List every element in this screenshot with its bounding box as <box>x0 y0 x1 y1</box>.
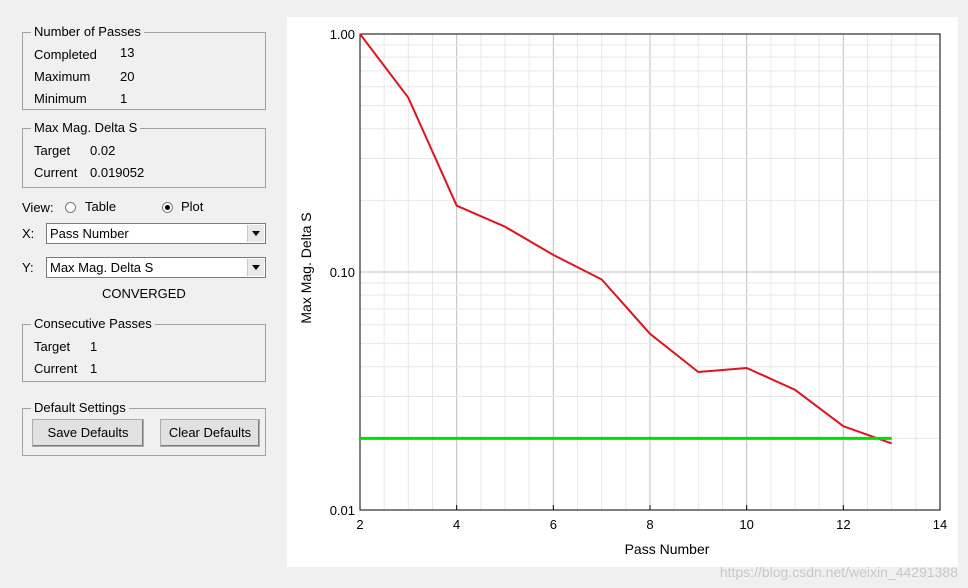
plot-panel: 2 4 6 8 10 12 14 0.01 0.10 1.00 Pass Number Max Mag… <box>287 17 958 567</box>
y-axis-select[interactable]: Max Mag. Delta S <box>46 257 266 278</box>
delta-target-value: 0.02 <box>90 143 116 158</box>
clear-defaults-button[interactable]: Clear Defaults <box>160 419 260 447</box>
x-axis-label: X: <box>22 226 35 241</box>
consecutive-current-label: Current <box>34 361 78 376</box>
x-tick-label: 6 <box>550 517 557 532</box>
view-label: View: <box>22 200 54 215</box>
delta-current-label: Current <box>34 165 78 180</box>
number-of-passes-title: Number of Passes <box>31 25 144 39</box>
consecutive-passes-group: Consecutive Passes Target 1 Current 1 <box>22 317 266 382</box>
y-tick-label: 0.10 <box>330 265 355 280</box>
x-tick-label: 8 <box>646 517 653 532</box>
maximum-label: Maximum <box>34 69 91 84</box>
consecutive-target-label: Target <box>34 339 71 354</box>
x-tick-label: 14 <box>933 517 947 532</box>
x-tick-label: 10 <box>739 517 753 532</box>
delta-s-group: Max Mag. Delta S Target 0.02 Current 0.0… <box>22 121 266 188</box>
default-settings-title: Default Settings <box>31 401 129 415</box>
save-defaults-button[interactable]: Save Defaults <box>32 419 144 447</box>
x-axis-select-value: Pass Number <box>50 226 129 241</box>
x-axis-select[interactable]: Pass Number <box>46 223 266 244</box>
consecutive-current-value: 1 <box>90 361 98 376</box>
consecutive-target-value: 1 <box>90 339 98 354</box>
convergence-status: CONVERGED <box>102 286 186 301</box>
delta-s-title: Max Mag. Delta S <box>31 121 141 135</box>
y-axis-label: Y: <box>22 260 34 275</box>
table-radio-label[interactable]: Table <box>85 199 117 214</box>
plot-radio[interactable] <box>162 202 173 213</box>
delta-current-value: 0.019052 <box>90 165 145 180</box>
number-of-passes-group: Number of Passes Completed 13 Maximum 20… <box>22 25 266 110</box>
completed-label: Completed <box>34 47 97 62</box>
x-tick-label: 4 <box>453 517 460 532</box>
minimum-value: 1 <box>120 91 128 106</box>
y-axis-title: Max Mag. Delta S <box>298 212 314 323</box>
x-tick-label: 2 <box>356 517 363 532</box>
x-tick-label: 12 <box>836 517 850 532</box>
consecutive-passes-title: Consecutive Passes <box>31 317 155 331</box>
x-axis-title: Pass Number <box>625 541 710 557</box>
completed-value: 13 <box>120 45 135 60</box>
chevron-down-icon[interactable] <box>247 225 264 242</box>
watermark-text: https://blog.csdn.net/weixin_44291388 <box>719 564 958 580</box>
default-settings-group: Default Settings Save Defaults Clear Def… <box>22 401 266 456</box>
y-axis-select-value: Max Mag. Delta S <box>50 260 154 275</box>
plot-radio-label[interactable]: Plot <box>181 199 204 214</box>
y-tick-label: 1.00 <box>330 27 355 42</box>
y-tick-label: 0.01 <box>330 503 355 518</box>
table-radio[interactable] <box>65 202 76 213</box>
convergence-plot: 2 4 6 8 10 12 14 0.01 0.10 1.00 Pass Number Max Mag… <box>298 27 947 557</box>
delta-target-label: Target <box>34 143 71 158</box>
minimum-label: Minimum <box>34 91 87 106</box>
delta-s-series-line <box>359 33 893 445</box>
maximum-value: 20 <box>120 69 135 84</box>
chevron-down-icon[interactable] <box>247 259 264 276</box>
